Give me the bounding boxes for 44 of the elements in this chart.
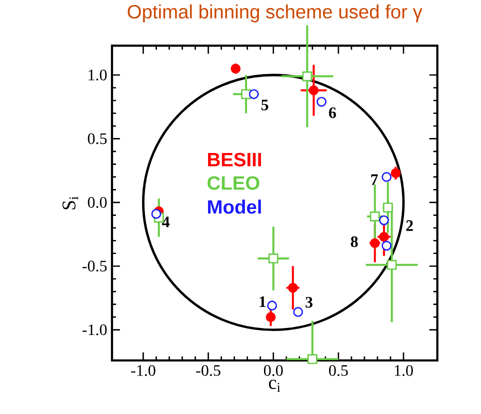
point — [382, 202, 393, 212]
annotation: 5 — [261, 100, 268, 110]
point — [370, 238, 380, 248]
annotation: 1 — [260, 296, 266, 307]
point — [293, 306, 304, 317]
x-axis-title: c$_{i}$ — [268, 380, 280, 392]
y-tick-label: -1.0 — [82, 324, 107, 336]
x-tick-label: 1.0 — [394, 364, 413, 376]
point — [302, 71, 312, 82]
x-tick-label: 0.0 — [264, 364, 283, 376]
point — [241, 89, 251, 99]
x-tick-label: -1.0 — [131, 364, 156, 376]
x-tick-label: 0.5 — [329, 364, 348, 376]
point — [267, 300, 278, 310]
annotation: 3 — [306, 296, 312, 308]
point — [390, 168, 401, 178]
point — [382, 172, 392, 182]
point — [307, 354, 318, 364]
point — [248, 89, 259, 99]
y-axis-title: S$_{i}$ — [62, 196, 78, 210]
annotation: 4 — [162, 216, 170, 227]
point — [268, 253, 278, 264]
annotation: 2 — [406, 220, 413, 231]
annotation: 8 — [350, 236, 358, 247]
text: CLEO — [208, 176, 260, 190]
y-tick-label: 0.0 — [88, 196, 107, 208]
y-tick-label: -0.5 — [82, 260, 107, 272]
annotation: 6 — [328, 107, 336, 118]
point — [308, 85, 319, 96]
annotation: 7 — [371, 174, 378, 185]
text: Model — [208, 199, 261, 214]
point — [382, 240, 392, 250]
y-tick-label: 0.5 — [88, 133, 107, 144]
chart-title: Optimal binning scheme used for γ — [128, 4, 422, 22]
text: BESIII — [208, 152, 261, 166]
point — [230, 64, 241, 74]
point — [386, 260, 397, 270]
point — [266, 312, 276, 322]
point — [379, 215, 389, 226]
point — [316, 96, 326, 107]
point — [151, 208, 162, 219]
x-tick-label: -0.5 — [196, 364, 220, 376]
y-tick-label: 1.0 — [88, 69, 107, 80]
point — [370, 211, 380, 222]
